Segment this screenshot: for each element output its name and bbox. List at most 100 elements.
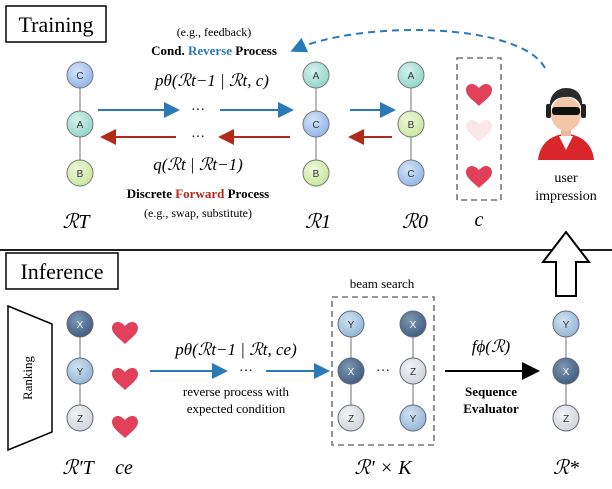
node-b bbox=[302, 159, 330, 187]
avatar-sunglasses bbox=[552, 107, 580, 115]
node-z bbox=[399, 357, 427, 385]
reverse-formula-inference: pθ(ℛt−1 | ℛt, ce) bbox=[174, 340, 297, 359]
node-label: X bbox=[410, 320, 417, 331]
beam-ellipsis: ··· bbox=[376, 364, 390, 379]
node-column-rt-prime: X Y Z bbox=[66, 310, 94, 432]
node-x bbox=[337, 357, 365, 385]
beam-column-left: Y X Z bbox=[337, 310, 365, 432]
node-label: X bbox=[348, 367, 355, 378]
node-c bbox=[397, 159, 425, 187]
evaluator-line1: Sequence bbox=[465, 384, 517, 399]
label-ce: ce bbox=[115, 457, 133, 479]
label-rt-prime: ℛ′T bbox=[62, 457, 95, 479]
node-label: Y bbox=[410, 414, 417, 425]
node-label: X bbox=[77, 320, 84, 331]
training-label: Training bbox=[19, 12, 94, 37]
avatar-hair bbox=[549, 88, 583, 110]
up-arrow-icon bbox=[540, 230, 592, 297]
node-label: Z bbox=[348, 414, 354, 425]
node-z bbox=[552, 404, 580, 432]
avatar-headset-left bbox=[546, 104, 551, 118]
node-a bbox=[66, 110, 94, 138]
feedback-dashed-arrow bbox=[290, 29, 546, 69]
label-c: c bbox=[475, 209, 484, 231]
forward-formula: q(ℛt | ℛt−1) bbox=[153, 155, 243, 174]
inference-label: Inference bbox=[20, 259, 103, 284]
node-a bbox=[397, 61, 425, 89]
user-label-line2: impression bbox=[535, 189, 596, 204]
condition-box bbox=[456, 57, 502, 201]
node-x bbox=[399, 310, 427, 338]
label-rt: ℛT bbox=[62, 211, 91, 233]
reverse-formula-training: pθ(ℛt−1 | ℛt, c) bbox=[154, 71, 269, 90]
reverse-desc-line1: reverse process with bbox=[183, 384, 290, 399]
training-label-box bbox=[5, 5, 107, 43]
node-label: B bbox=[77, 169, 84, 180]
node-label: Y bbox=[348, 320, 355, 331]
node-b bbox=[397, 110, 425, 138]
node-y bbox=[399, 404, 427, 432]
node-column-r1: A C B bbox=[302, 61, 330, 187]
node-a bbox=[302, 61, 330, 89]
ranking-trapezoid-icon bbox=[7, 304, 53, 452]
node-c bbox=[302, 110, 330, 138]
feedback-note: (e.g., feedback) bbox=[177, 25, 252, 39]
inference-ellipsis: ··· bbox=[239, 364, 253, 379]
avatar-collar bbox=[559, 136, 573, 150]
node-b bbox=[66, 159, 94, 187]
reverse-desc-line2: expected condition bbox=[187, 401, 286, 416]
heart-icon bbox=[112, 415, 138, 438]
evaluator-formula: fϕ(ℛ) bbox=[472, 337, 511, 356]
avatar-headset-right bbox=[581, 104, 586, 118]
ranking-label: Ranking bbox=[20, 355, 35, 400]
node-column-final: Y X Z bbox=[552, 310, 580, 432]
node-y bbox=[552, 310, 580, 338]
label-r1: ℛ1 bbox=[305, 211, 331, 233]
heart-icon bbox=[466, 83, 492, 106]
node-x bbox=[66, 310, 94, 338]
node-label: Y bbox=[563, 320, 570, 331]
node-column-rt: C A B bbox=[66, 61, 94, 187]
forward-note: (e.g., swap, substitute) bbox=[144, 206, 252, 220]
label-r-star: ℛ* bbox=[553, 457, 579, 479]
inference-label-box bbox=[5, 252, 119, 290]
node-column-r0: A B C bbox=[397, 61, 425, 187]
node-label: X bbox=[563, 367, 570, 378]
node-label: Y bbox=[77, 367, 84, 378]
reverse-process-title: Cond. Reverse Process bbox=[151, 43, 277, 58]
label-beam: ℛ′ × K bbox=[354, 457, 413, 479]
node-label: B bbox=[313, 169, 320, 180]
node-label: B bbox=[408, 120, 415, 131]
forward-process-title: Discrete Forward Process bbox=[127, 186, 269, 201]
user-label-line1: user bbox=[554, 171, 578, 186]
node-z bbox=[337, 404, 365, 432]
training-ellipsis-bottom: ··· bbox=[191, 130, 205, 145]
node-label: Z bbox=[563, 414, 569, 425]
beam-search-title: beam search bbox=[350, 276, 415, 291]
label-r0: ℛ0 bbox=[402, 211, 428, 233]
node-c bbox=[66, 61, 94, 89]
user-avatar-icon bbox=[538, 88, 594, 160]
heart-icon bbox=[466, 165, 492, 188]
node-y bbox=[66, 357, 94, 385]
heart-icon bbox=[466, 119, 492, 142]
node-z bbox=[66, 404, 94, 432]
node-label: A bbox=[408, 71, 415, 82]
beam-search-box bbox=[331, 296, 435, 446]
node-label: A bbox=[313, 71, 320, 82]
heart-icon bbox=[112, 321, 138, 344]
node-label: C bbox=[76, 71, 83, 82]
beam-column-right: X Z Y bbox=[399, 310, 427, 432]
node-label: Z bbox=[77, 414, 83, 425]
heart-icon bbox=[112, 367, 138, 390]
node-label: C bbox=[312, 120, 319, 131]
node-label: A bbox=[77, 120, 84, 131]
node-y bbox=[337, 310, 365, 338]
node-label: Z bbox=[410, 367, 416, 378]
training-ellipsis-top: ··· bbox=[191, 103, 205, 118]
evaluator-line2: Evaluator bbox=[463, 401, 519, 416]
node-x bbox=[552, 357, 580, 385]
node-label: C bbox=[407, 169, 414, 180]
